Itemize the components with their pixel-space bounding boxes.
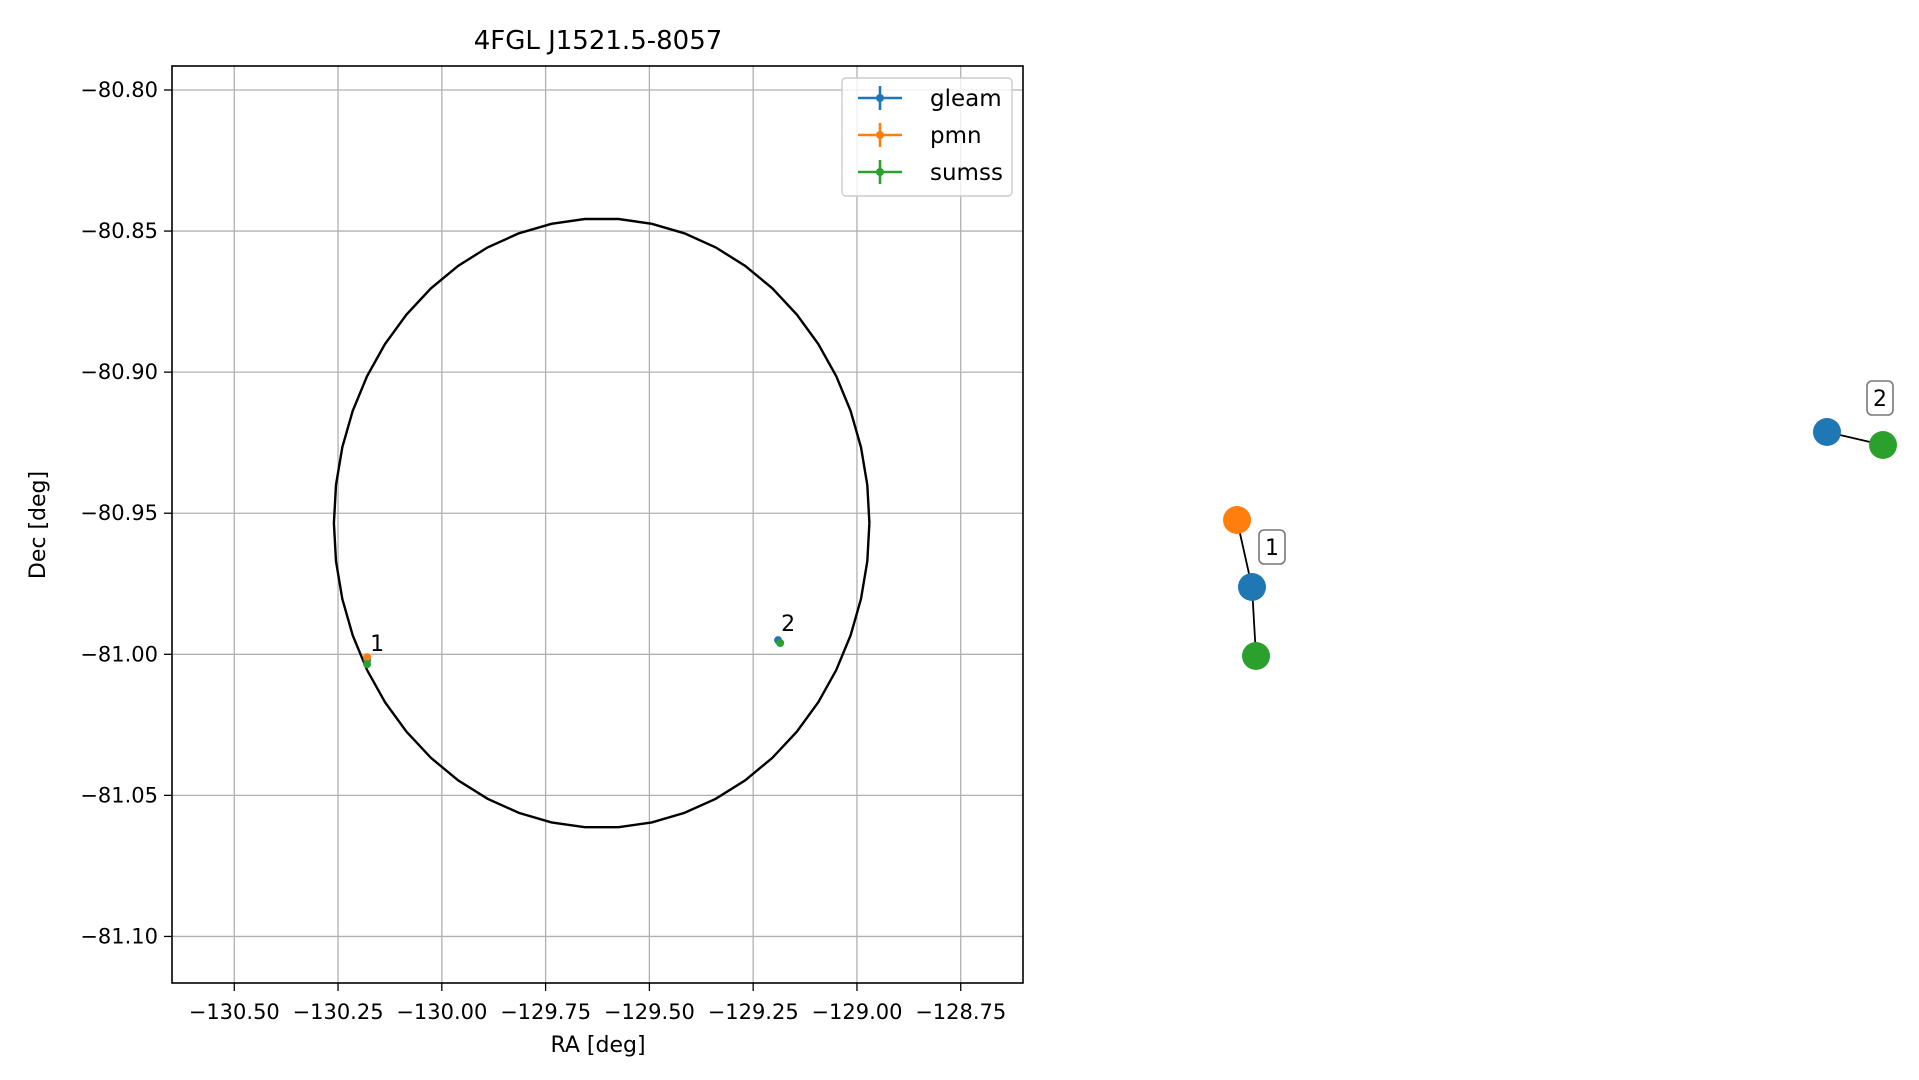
source-label: 2 — [781, 612, 795, 637]
node-layer — [1223, 418, 1897, 670]
network-node-gleam — [1238, 573, 1266, 601]
legend: gleam pmn sumss — [841, 77, 1013, 197]
network-label: 2 — [1873, 387, 1887, 412]
network-label-box — [1258, 529, 1286, 565]
legend-label: sumss — [930, 160, 1003, 186]
annotation-layer: 12 — [370, 612, 795, 657]
x-tick-label: −129.50 — [604, 1000, 695, 1024]
network-label-layer: 12 — [1258, 380, 1894, 565]
grid-layer — [172, 66, 1023, 983]
error-ellipse — [332, 217, 871, 829]
source-label: 1 — [370, 632, 384, 657]
x-tick-label: −129.75 — [500, 1000, 591, 1024]
sumss-point — [363, 660, 372, 669]
legend-marker-dot — [876, 168, 884, 176]
y-tick-label: −81.05 — [80, 783, 158, 807]
x-tick-label: −130.00 — [396, 1000, 487, 1024]
network-label-box — [1866, 380, 1894, 416]
y-tick-label: −80.95 — [80, 501, 158, 525]
edge-layer — [1236, 431, 1884, 657]
network-node-gleam — [1813, 418, 1841, 446]
legend-items: gleam pmn sumss — [858, 86, 1003, 186]
x-tick-label: −129.25 — [708, 1000, 799, 1024]
x-tick-label: −129.00 — [811, 1000, 902, 1024]
chart-title: 4FGL J1521.5-8057 — [474, 26, 723, 56]
network-panel: 12 — [1223, 380, 1897, 670]
pmn-point — [363, 653, 372, 662]
y-axis-label: Dec [deg] — [26, 471, 51, 579]
x-tick-label: −128.75 — [915, 1000, 1006, 1024]
network-node-pmn — [1223, 506, 1251, 534]
legend-marker-dot — [876, 131, 884, 139]
network-node-sumss — [1242, 642, 1270, 670]
y-tick-label: −80.80 — [80, 78, 158, 102]
x-tick-label: −130.25 — [293, 1000, 384, 1024]
x-axis-label: RA [deg] — [550, 1033, 645, 1058]
y-tick-label: −80.90 — [80, 360, 158, 384]
legend-label: gleam — [930, 86, 1002, 112]
x-tick-label: −130.50 — [189, 1000, 280, 1024]
error-ellipse-layer — [332, 217, 871, 829]
legend-box — [841, 77, 1013, 197]
x-tick-layer: −130.50 −130.25 −130.00 −129.75 −129.50 −129.… — [189, 983, 1006, 1024]
y-tick-label: −81.10 — [80, 924, 158, 948]
points-layer — [363, 636, 785, 669]
y-tick-layer: −80.80 −80.85 −80.90 −80.95 −81.00 −81.05 −81.… — [80, 78, 172, 948]
y-tick-label: −81.00 — [80, 642, 158, 666]
legend-label: pmn — [930, 123, 982, 149]
sumss-point — [776, 639, 785, 648]
legend-marker-dot — [876, 94, 884, 102]
y-tick-label: −80.85 — [80, 219, 158, 243]
plot-frame — [171, 65, 1024, 984]
scatter-panel: 4FGL J1521.5-8057 12 −130.50 −130.25 −130.… — [26, 26, 1024, 1058]
network-label: 1 — [1265, 536, 1279, 561]
network-node-sumss — [1869, 431, 1897, 459]
